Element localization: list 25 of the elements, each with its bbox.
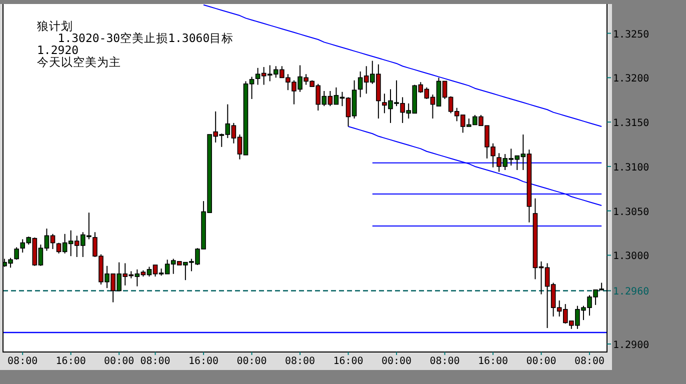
y-tick-label: 1.2900 (613, 340, 650, 352)
annotation: 今天以空美为主 (37, 55, 121, 69)
x-tick-label: 00:00 (104, 356, 134, 367)
x-tick-label: 00:00 (526, 356, 556, 367)
x-tick-label: 08:00 (140, 356, 170, 367)
x-tick-label: 16:00 (333, 356, 364, 367)
ref-line-label: 1.2960 (613, 286, 650, 298)
x-tick-label: 08:00 (430, 356, 460, 367)
annotation: 狼计划 (37, 19, 73, 33)
y-tick-label: 1.3000 (613, 251, 650, 262)
x-tick-label: 08:00 (284, 356, 316, 367)
y-tick-label: 1.3100 (613, 162, 650, 174)
x-tick-label: 00:00 (236, 356, 267, 367)
x-tick-label: 16:00 (56, 356, 86, 367)
annotation: 1.2920 (37, 43, 79, 57)
y-tick-label: 1.3150 (613, 118, 650, 130)
x-tick-label: 08:00 (574, 356, 605, 367)
x-tick-label: 16:00 (188, 356, 219, 367)
x-tick-label: 08:00 (8, 356, 38, 367)
y-tick-label: 1.3050 (613, 206, 650, 218)
y-tick-label: 1.3200 (613, 74, 650, 85)
y-tick-label: 1.3250 (613, 29, 650, 40)
x-tick-label: 00:00 (381, 356, 412, 367)
annotation: 1.3020-30空美止损1.3060目标 (58, 31, 234, 45)
x-tick-label: 16:00 (478, 356, 508, 367)
